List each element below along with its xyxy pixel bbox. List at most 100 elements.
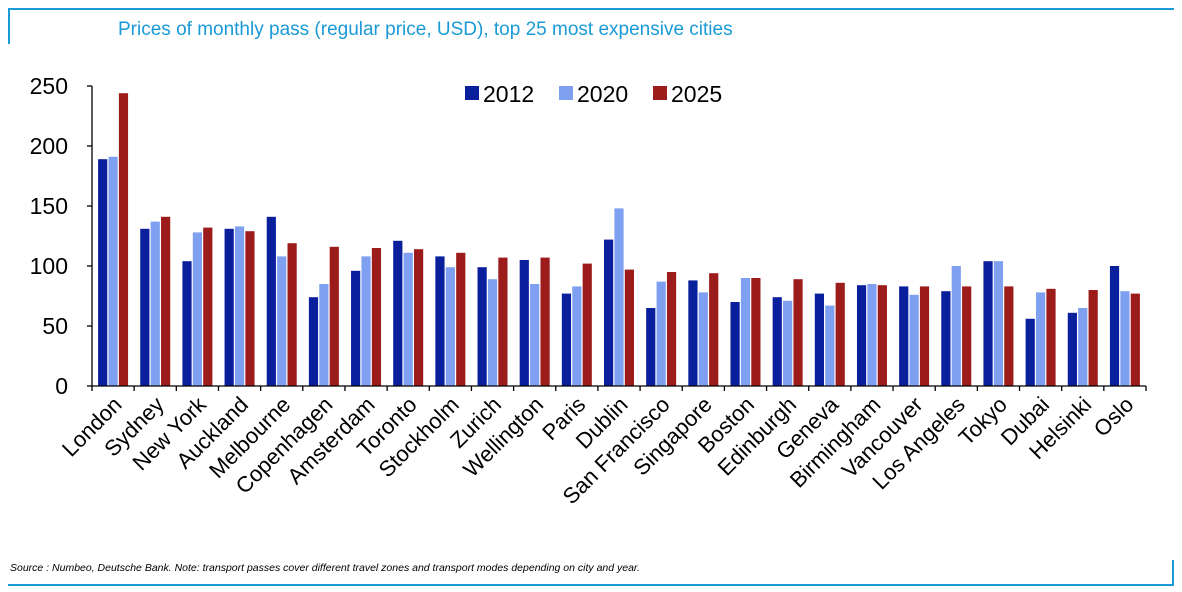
legend: 2012 2020 2025: [465, 81, 722, 107]
bar-group: [983, 261, 1014, 386]
frame-top-rule: [8, 8, 1174, 10]
bar-2012: [182, 261, 192, 386]
bar-2012: [561, 293, 572, 386]
bar-2025: [414, 249, 424, 386]
bar-group: [941, 266, 972, 386]
bar-2012: [393, 240, 403, 386]
bar-2025: [245, 231, 255, 386]
bar-group: [140, 216, 171, 386]
bar-2012: [983, 261, 993, 386]
bar-2020: [530, 284, 540, 386]
legend-swatch: [465, 86, 479, 100]
bar-2012: [519, 260, 529, 386]
bar-group: [1109, 266, 1140, 386]
bar-2020: [572, 286, 582, 386]
bar-2012: [266, 216, 276, 386]
y-tick-label: 250: [30, 73, 68, 99]
bar-2020: [403, 252, 413, 386]
bar-group: [351, 248, 382, 386]
bar-group: [856, 284, 887, 386]
bar-2012: [604, 239, 614, 386]
bar-group: [308, 246, 339, 386]
bar-2025: [1088, 290, 1098, 386]
bar-2020: [783, 300, 793, 386]
bar-2025: [835, 282, 845, 386]
bar-2012: [646, 308, 656, 386]
bar-2025: [203, 227, 213, 386]
bar-2012: [1109, 266, 1120, 386]
bar-2020: [277, 256, 287, 386]
bar-2025: [329, 246, 339, 386]
bar-2020: [698, 292, 708, 386]
bar-2012: [224, 228, 234, 386]
bar-2020: [319, 284, 329, 386]
bar-group: [435, 252, 466, 386]
bar-2025: [793, 279, 803, 386]
bar-group: [1025, 288, 1056, 386]
bar-2025: [1004, 286, 1014, 386]
frame-bottom-rule: [8, 584, 1174, 586]
bar-2012: [688, 280, 698, 386]
bar-group: [772, 279, 803, 386]
bar-group: [646, 272, 677, 386]
legend-label: 2020: [577, 81, 628, 107]
y-tick-label: 100: [30, 253, 68, 279]
bar-2020: [867, 284, 877, 386]
bar-2020: [825, 305, 835, 386]
bar-2020: [487, 279, 498, 386]
bars: [98, 93, 1140, 386]
bar-group: [393, 240, 424, 386]
bar-2025: [456, 252, 466, 386]
bar-2025: [751, 278, 761, 386]
bar-2012: [899, 286, 909, 386]
bar-group: [98, 93, 129, 386]
bar-2025: [919, 286, 930, 386]
bar-group: [182, 227, 213, 386]
bar-2020: [445, 267, 455, 386]
source-note: Source : Numbeo, Deutsche Bank. Note: tr…: [10, 562, 640, 574]
bar-2025: [498, 257, 508, 386]
frame-right-rule: [1172, 560, 1174, 586]
bar-2025: [877, 285, 887, 386]
bar-group: [814, 282, 845, 386]
bar-group: [899, 286, 930, 386]
bar-2020: [614, 208, 624, 386]
bar-2012: [1067, 312, 1077, 386]
legend-label: 2012: [483, 81, 534, 107]
bar-2025: [371, 248, 382, 386]
legend-item-2020: 2020: [559, 81, 628, 107]
bar-2020: [192, 232, 202, 386]
frame-left-rule: [8, 8, 10, 44]
bar-2020: [951, 266, 961, 386]
bar-group: [730, 278, 761, 386]
bar-2012: [941, 291, 951, 386]
y-tick-label: 0: [55, 373, 68, 399]
bar-2020: [993, 261, 1004, 386]
bar-group: [1067, 290, 1098, 386]
chart-title: Prices of monthly pass (regular price, U…: [118, 19, 733, 40]
bar-2020: [108, 156, 118, 386]
bar-2020: [1036, 292, 1046, 386]
y-tick-label: 150: [30, 193, 68, 219]
bar-2025: [624, 269, 634, 386]
bar-2020: [361, 256, 371, 386]
bar-2012: [856, 285, 867, 386]
y-axis: 0 50 100 150 200 250: [30, 73, 93, 399]
bar-group: [224, 226, 255, 386]
bar-2025: [118, 93, 129, 386]
bar-2012: [308, 297, 319, 386]
bar-2025: [709, 273, 719, 386]
bar-2025: [1130, 293, 1140, 386]
x-tick-label: Tokyo: [954, 392, 1012, 450]
bar-group: [477, 257, 508, 386]
legend-item-2025: 2025: [653, 81, 722, 107]
bar-group: [604, 208, 634, 386]
x-tick-label: Oslo: [1089, 392, 1139, 442]
bar-2012: [730, 302, 740, 386]
bar-2025: [582, 263, 592, 386]
bar-2020: [909, 294, 919, 386]
bar-2025: [287, 243, 297, 386]
bar-2012: [351, 270, 361, 386]
